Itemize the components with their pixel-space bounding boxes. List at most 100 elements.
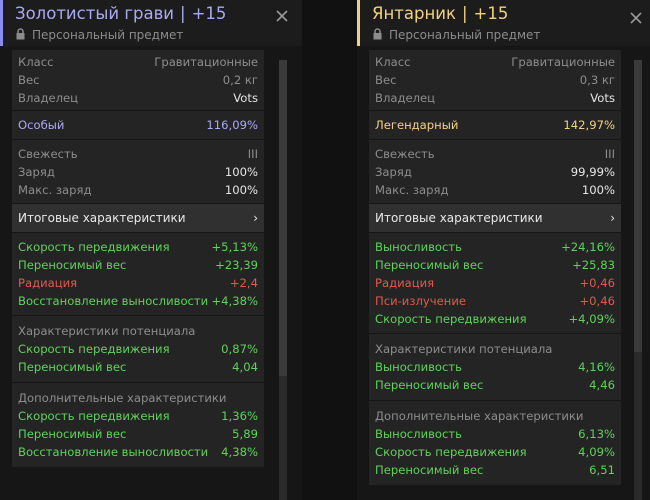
rarity-accent-bar [0,0,3,46]
item-level: +15 [191,4,227,23]
stat-value: 4,46 [589,378,615,392]
stat-value: +24,16% [561,240,615,254]
stat-value: +0,46 [579,294,615,308]
info-row-owner: Владелец Vots [18,89,258,107]
rarity-value: 116,09% [206,118,258,132]
stat-row: Выносливость 4,16% [375,358,615,376]
scrollbar-thumb[interactable] [279,60,287,376]
potential-stats-section: Характеристики потенциала Скорость перед… [12,316,264,382]
condition-section: Свежесть III Заряд 99,99% Макс. заряд 100% [369,140,621,203]
section-title: Характеристики потенциала [18,324,196,338]
personal-item-label: Персональный предмет [15,28,183,42]
stat-row: Выносливость 6,13% [375,425,615,443]
total-stats-section: Выносливость +24,16% Переносимый вес +25,8… [369,233,621,333]
stat-row: Скорость передвижения +4,09% [375,310,615,328]
stat-row: Переносимый вес 6,51 [375,461,615,479]
stat-label: Выносливость [375,240,462,254]
condition-row: Свежесть III [375,145,615,163]
condition-row: Заряд 100% [18,163,258,181]
additional-stats-section: Дополнительные характеристики Скорость п… [12,383,264,467]
section-title-row: Дополнительные характеристики [375,407,615,425]
section-title-row: Характеристики потенциала [375,340,615,358]
stat-label: Переносимый вес [18,258,127,272]
info-label: Класс [18,55,54,69]
close-icon[interactable] [628,10,644,26]
stat-row: Выносливость +24,16% [375,238,615,256]
item-tooltip-right: Янтарник | +15 Персональный предмет Класс Г… [357,0,650,500]
item-tooltip-left: Золотистый грави | +15 Персональный предме… [0,0,302,500]
stat-label: Скорость передвижения [18,342,170,356]
close-icon[interactable] [274,8,290,24]
stat-label: Скорость передвижения [375,312,527,326]
stat-value: 0,87% [221,342,258,356]
info-value: 0,2 кг [222,73,258,87]
stat-value: 4,38% [221,445,258,459]
section-title: Характеристики потенциала [375,342,553,356]
condition-value: III [247,147,258,161]
condition-row: Макс. заряд 100% [18,181,258,199]
info-value: Гравитационные [511,55,615,69]
stat-value: 4,09% [578,445,615,459]
item-name: Золотистый грави [15,4,175,23]
stat-row: Радиация +0,46 [375,274,615,292]
item-level: +15 [473,4,509,23]
stat-value: +5,13% [211,240,258,254]
chevron-right-icon: › [253,211,258,225]
stat-row: Восстановление выносливости +4,38% [18,292,258,310]
stat-label: Пси-излучение [375,294,467,308]
info-row-class: Класс Гравитационные [375,53,615,71]
stat-row: Восстановление выносливости 4,38% [18,443,258,461]
info-label: Вес [375,73,397,87]
title-separator: | [180,4,186,23]
stat-label: Восстановление выносливости [18,294,209,308]
info-row-weight: Вес 0,2 кг [18,71,258,89]
stat-value: 6,13% [578,427,615,441]
stats-list: Класс Гравитационные Вес 0,3 кг Владелец Vo… [369,50,621,500]
condition-row: Свежесть III [18,145,258,163]
stat-row: Переносимый вес 4,04 [18,358,258,376]
stat-value: 4,04 [232,360,258,374]
info-label: Класс [375,55,411,69]
total-stats-toggle[interactable]: Итоговые характеристики › [12,204,264,232]
section-title: Дополнительные характеристики [375,409,584,423]
rarity-value: 142,97% [563,118,615,132]
potential-stats-section: Характеристики потенциала Выносливость 4,… [369,334,621,400]
personal-item-label: Персональный предмет [372,28,540,42]
condition-value: 99,99% [570,165,615,179]
stat-value: +0,46 [579,276,615,290]
stat-value: +2,4 [229,276,258,290]
stat-value: +4,38% [211,294,258,308]
condition-label: Заряд [375,165,412,179]
info-label: Вес [18,73,40,87]
tooltip-header [357,0,650,46]
stat-row: Пси-излучение +0,46 [375,292,615,310]
chevron-right-icon: › [610,211,615,225]
stat-label: Выносливость [375,427,462,441]
stat-value: 5,89 [232,427,258,441]
scrollbar[interactable] [279,60,287,500]
scrollbar[interactable] [634,60,642,500]
stat-row: Скорость передвижения 1,36% [18,407,258,425]
total-stats-toggle[interactable]: Итоговые характеристики › [369,204,621,232]
additional-stats-section: Дополнительные характеристики Выносливос… [369,401,621,485]
stat-label: Переносимый вес [18,360,127,374]
stat-label: Радиация [375,276,435,290]
info-value: 0,3 кг [579,73,615,87]
stats-list: Класс Гравитационные Вес 0,2 кг Владелец Vo… [12,50,264,500]
scrollbar-thumb[interactable] [634,60,642,352]
lock-icon [16,28,25,40]
stat-row: Скорость передвижения 0,87% [18,340,258,358]
item-title: Золотистый грави | +15 [15,4,226,23]
rarity-row: Особый 116,09% [18,116,258,134]
stat-row: Скорость передвижения +5,13% [18,238,258,256]
tooltip-header [0,0,302,46]
stat-row: Скорость передвижения 4,09% [375,443,615,461]
stat-value: +4,09% [568,312,615,326]
rarity-section: Особый 116,09% [12,111,264,139]
stat-label: Переносимый вес [18,427,127,441]
condition-value: 100% [581,183,615,197]
stat-row: Переносимый вес 4,46 [375,376,615,394]
condition-label: Макс. заряд [18,183,92,197]
info-row-weight: Вес 0,3 кг [375,71,615,89]
stat-label: Переносимый вес [375,463,484,477]
